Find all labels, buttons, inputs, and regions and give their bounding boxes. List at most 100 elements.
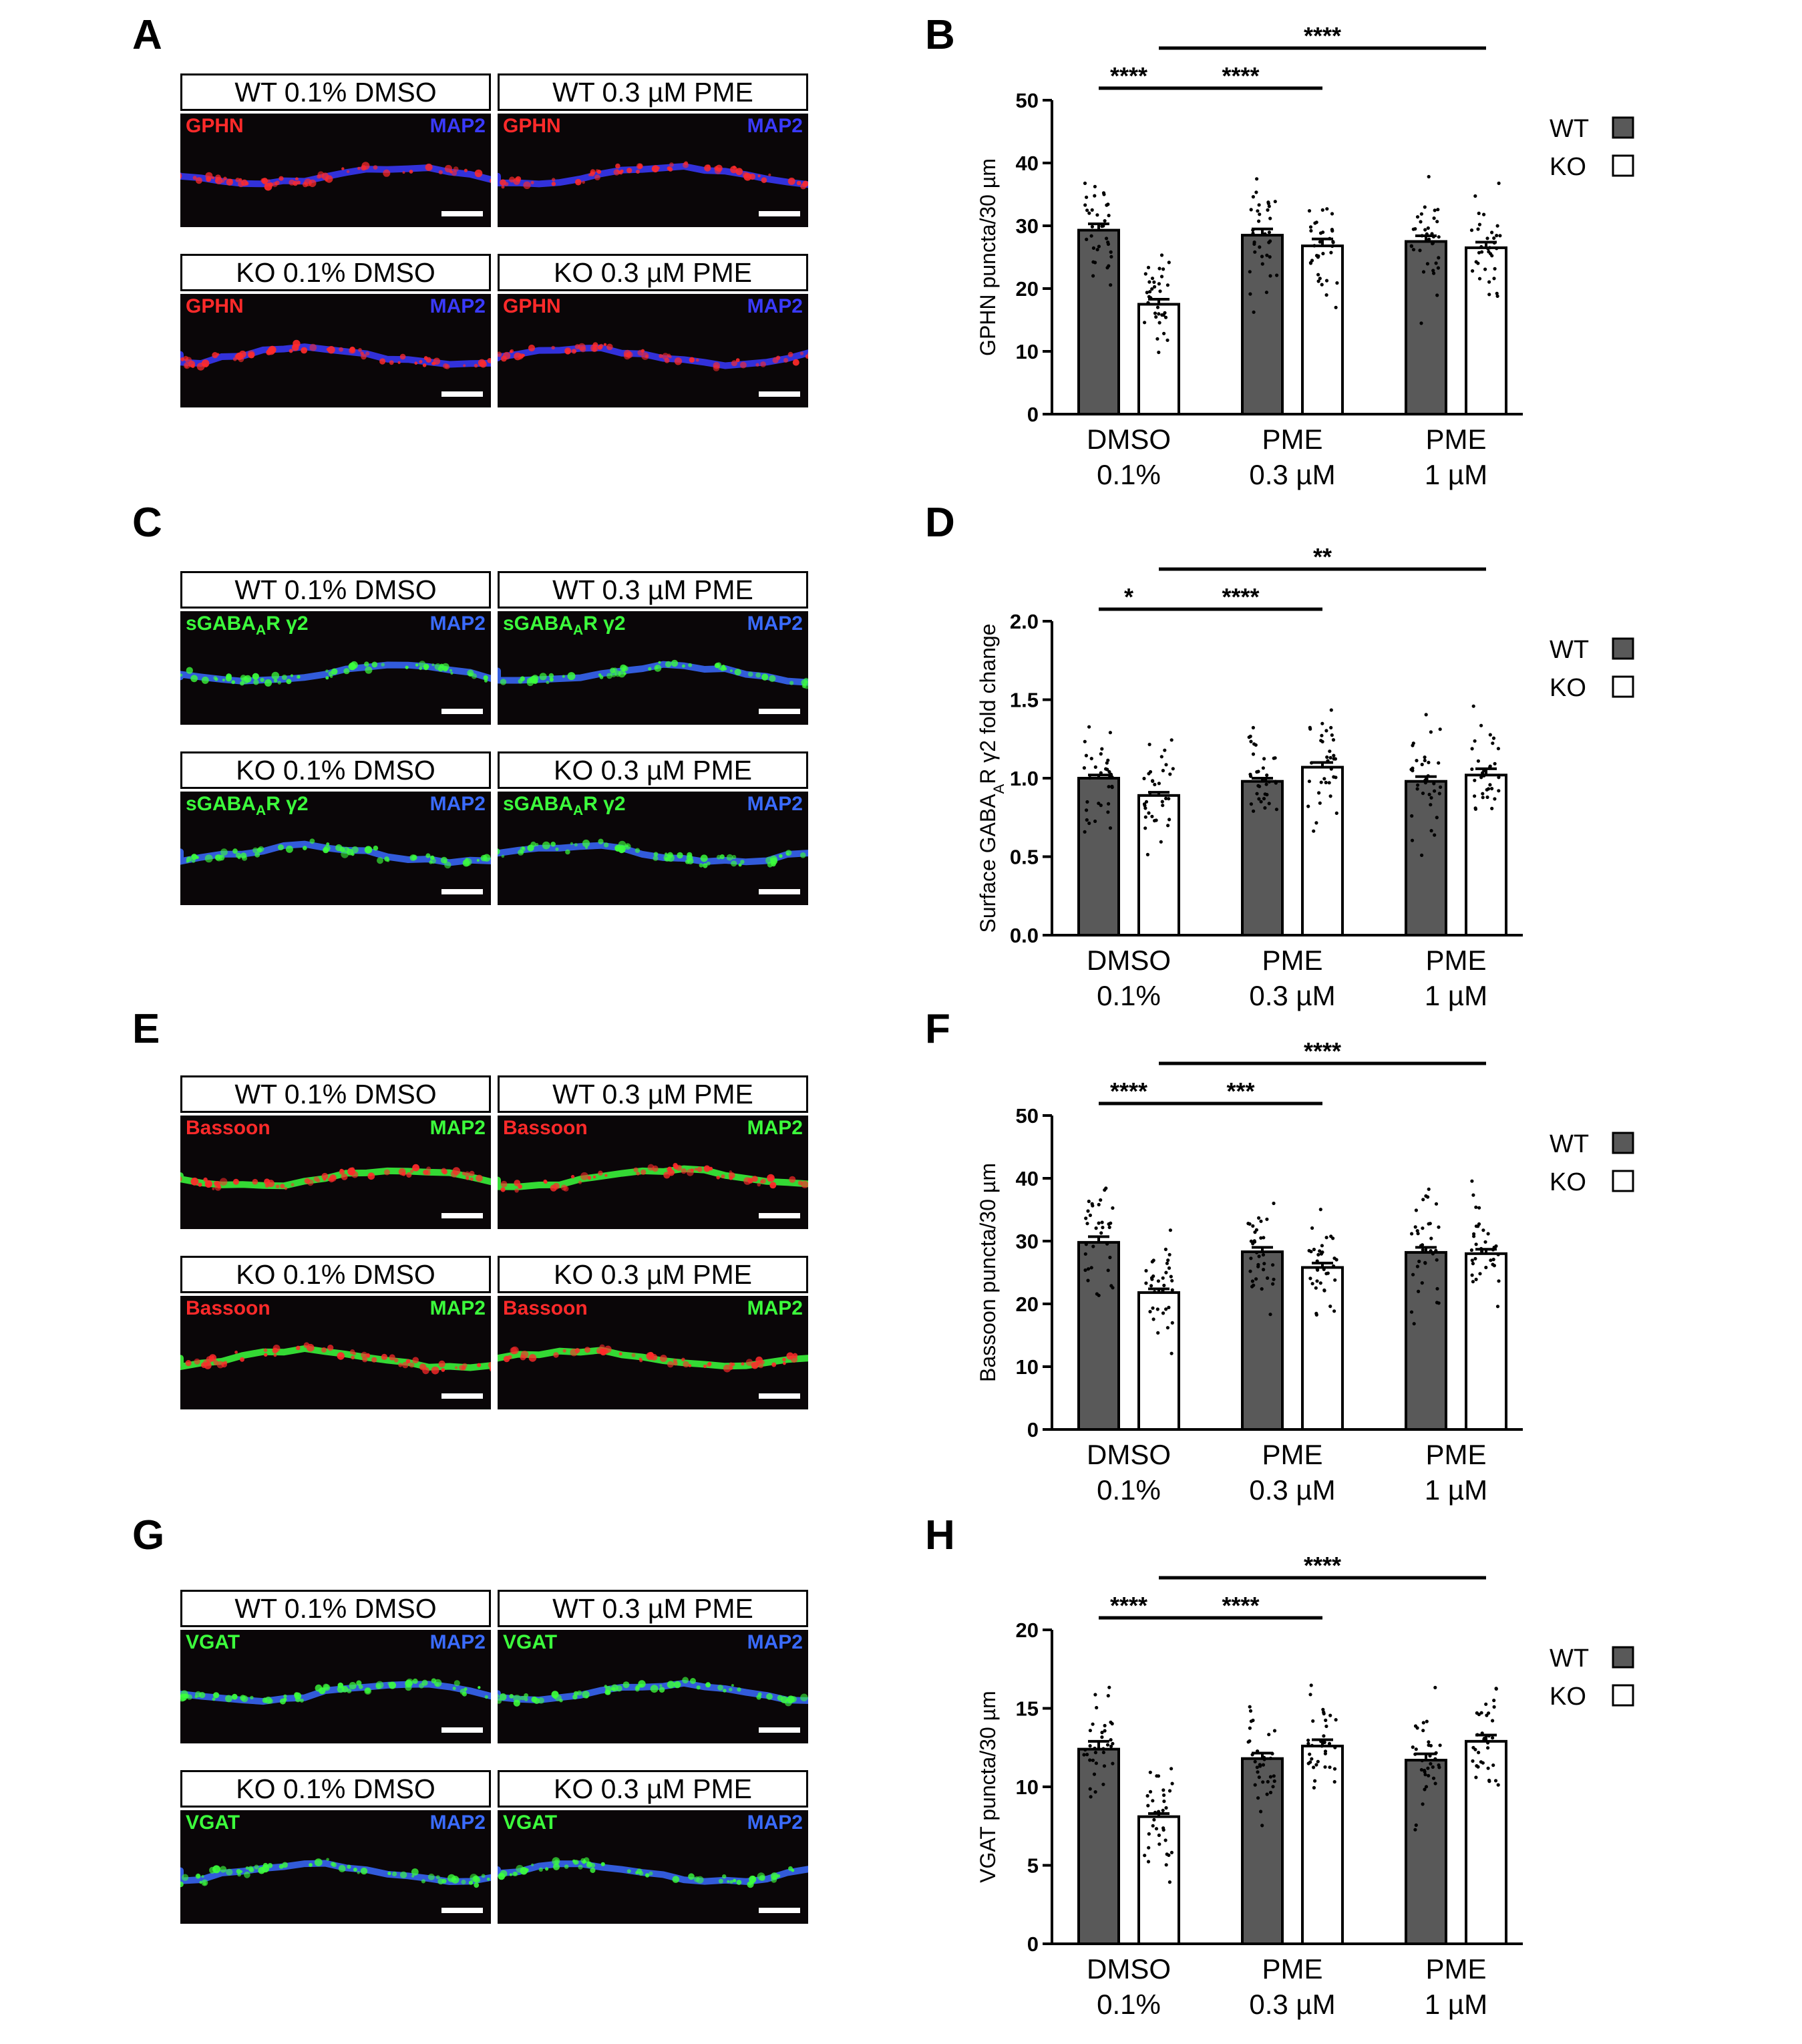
puncta bbox=[289, 179, 295, 186]
puncta bbox=[681, 664, 685, 668]
data-point bbox=[1259, 1219, 1263, 1223]
data-point bbox=[1157, 267, 1161, 271]
puncta bbox=[555, 847, 559, 851]
puncta bbox=[341, 167, 345, 170]
puncta bbox=[476, 1174, 483, 1182]
data-point bbox=[1153, 782, 1157, 787]
puncta bbox=[235, 852, 241, 858]
puncta bbox=[528, 1354, 537, 1362]
puncta bbox=[337, 1352, 345, 1360]
puncta bbox=[578, 1180, 582, 1184]
puncta bbox=[231, 680, 236, 685]
data-point bbox=[1256, 1796, 1260, 1800]
puncta bbox=[552, 1863, 560, 1870]
puncta bbox=[434, 663, 441, 671]
data-point bbox=[1410, 1232, 1414, 1236]
data-point bbox=[1253, 250, 1257, 254]
data-point bbox=[1419, 1767, 1423, 1772]
puncta bbox=[713, 362, 721, 369]
puncta bbox=[636, 170, 640, 174]
puncta bbox=[635, 848, 641, 853]
data-point bbox=[1163, 315, 1168, 319]
data-point bbox=[1163, 1247, 1167, 1251]
data-point bbox=[1163, 748, 1167, 752]
puncta bbox=[180, 1881, 184, 1888]
data-point bbox=[1252, 310, 1256, 314]
puncta bbox=[423, 665, 429, 671]
data-point bbox=[1272, 756, 1276, 760]
data-point bbox=[1266, 208, 1270, 212]
map2-channel-label: MAP2 bbox=[747, 613, 803, 635]
puncta bbox=[551, 182, 556, 186]
data-point bbox=[1477, 1713, 1481, 1717]
puncta bbox=[204, 854, 213, 863]
puncta bbox=[474, 363, 478, 368]
puncta bbox=[365, 666, 373, 674]
data-point bbox=[1157, 282, 1161, 286]
puncta bbox=[690, 1678, 696, 1684]
puncta bbox=[185, 357, 192, 364]
data-point bbox=[1326, 1271, 1330, 1275]
scale-bar bbox=[759, 1393, 800, 1399]
puncta bbox=[254, 852, 260, 858]
puncta bbox=[199, 1880, 202, 1884]
data-point bbox=[1145, 291, 1149, 295]
data-point bbox=[1474, 1205, 1478, 1209]
bar-ko bbox=[1301, 244, 1344, 415]
puncta bbox=[595, 169, 599, 173]
data-point bbox=[1249, 1256, 1253, 1260]
puncta bbox=[520, 1351, 529, 1359]
data-point bbox=[1089, 1266, 1093, 1270]
puncta bbox=[316, 1178, 321, 1183]
data-point bbox=[1481, 1761, 1485, 1765]
puncta bbox=[673, 1361, 678, 1366]
data-point bbox=[1429, 1761, 1433, 1766]
data-point bbox=[1311, 1719, 1315, 1723]
condition-label: KO 0.3 µM PME bbox=[498, 751, 808, 789]
data-point bbox=[1248, 270, 1252, 274]
puncta bbox=[253, 679, 259, 685]
data-point bbox=[1097, 244, 1101, 248]
data-point bbox=[1322, 777, 1326, 781]
data-point bbox=[1152, 280, 1156, 284]
data-point bbox=[1332, 753, 1336, 757]
data-point bbox=[1151, 1306, 1155, 1310]
puncta bbox=[574, 1860, 579, 1865]
data-point bbox=[1164, 763, 1168, 767]
puncta bbox=[749, 173, 756, 180]
data-point bbox=[1095, 213, 1099, 217]
puncta bbox=[755, 672, 761, 678]
bar-wt bbox=[1405, 1759, 1447, 1945]
data-point bbox=[1083, 1747, 1087, 1752]
map2-channel-label: MAP2 bbox=[429, 1117, 486, 1139]
puncta bbox=[248, 1867, 254, 1873]
puncta bbox=[326, 1858, 329, 1862]
data-point bbox=[1085, 800, 1089, 804]
data-point bbox=[1091, 1758, 1095, 1762]
puncta bbox=[800, 852, 806, 858]
puncta bbox=[578, 1864, 583, 1870]
data-point bbox=[1432, 271, 1436, 275]
puncta bbox=[304, 1178, 311, 1184]
bar-wt bbox=[1077, 1747, 1120, 1945]
puncta bbox=[425, 1170, 431, 1176]
puncta bbox=[280, 1184, 285, 1189]
data-point bbox=[1475, 1764, 1479, 1768]
puncta bbox=[584, 1347, 590, 1353]
puncta bbox=[669, 162, 674, 167]
data-point bbox=[1109, 1720, 1113, 1724]
puncta bbox=[449, 669, 453, 672]
data-point bbox=[1320, 283, 1324, 287]
data-point bbox=[1085, 237, 1089, 241]
marker-channel-label: Bassoon bbox=[186, 1297, 271, 1319]
puncta bbox=[572, 1694, 578, 1700]
bar-wt bbox=[1405, 240, 1447, 415]
puncta bbox=[667, 1681, 675, 1689]
data-point bbox=[1497, 1279, 1501, 1283]
puncta bbox=[425, 163, 433, 171]
data-point bbox=[1105, 236, 1109, 240]
data-point bbox=[1306, 1741, 1310, 1745]
data-point bbox=[1251, 725, 1255, 729]
data-point bbox=[1265, 793, 1269, 797]
data-point bbox=[1437, 1301, 1441, 1305]
